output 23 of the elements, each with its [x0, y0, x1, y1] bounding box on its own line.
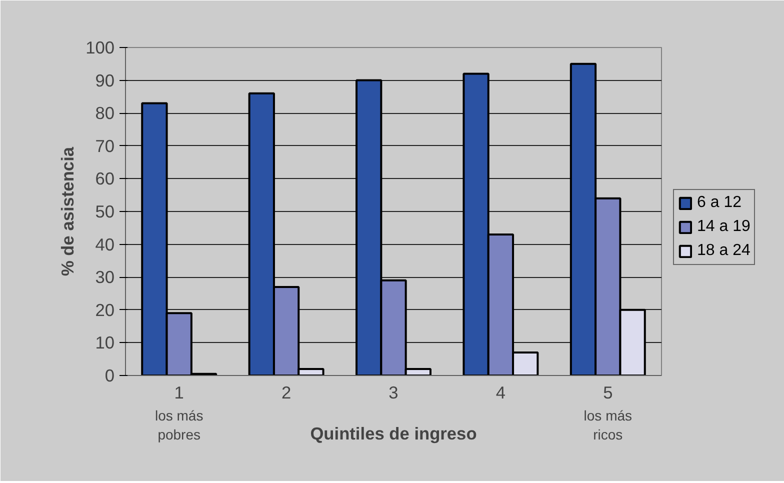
x-tick-label: 1: [174, 382, 184, 402]
y-tick-label: 80: [95, 103, 115, 124]
y-tick-label: 20: [95, 300, 115, 320]
x-tick-label: 5: [603, 382, 613, 402]
legend-label: 14 a 19: [697, 218, 750, 236]
y-tick-label: 50: [95, 202, 115, 222]
x-axis-title: Quintiles de ingreso: [310, 424, 477, 444]
y-tick-label: 70: [95, 136, 115, 156]
y-tick-label: 100: [86, 38, 115, 58]
text: los más ricos: [584, 408, 632, 443]
y-axis-title: % de asistencia: [58, 146, 78, 276]
y-tick-label: 40: [95, 234, 115, 254]
x-tick-label: 4: [496, 382, 506, 402]
legend-label: 6 a 12: [697, 194, 742, 212]
x-tick-label: 3: [388, 382, 398, 402]
y-tick-label: 30: [95, 267, 115, 288]
legend-label: 18 a 24: [697, 242, 750, 260]
y-tick-label: 60: [95, 168, 115, 189]
text: los más pobres: [154, 408, 204, 443]
y-tick-label: 90: [95, 70, 115, 90]
y-tick-label: 10: [95, 332, 115, 353]
x-tick-label: 2: [281, 382, 292, 402]
y-tick-label: 0: [104, 366, 115, 386]
